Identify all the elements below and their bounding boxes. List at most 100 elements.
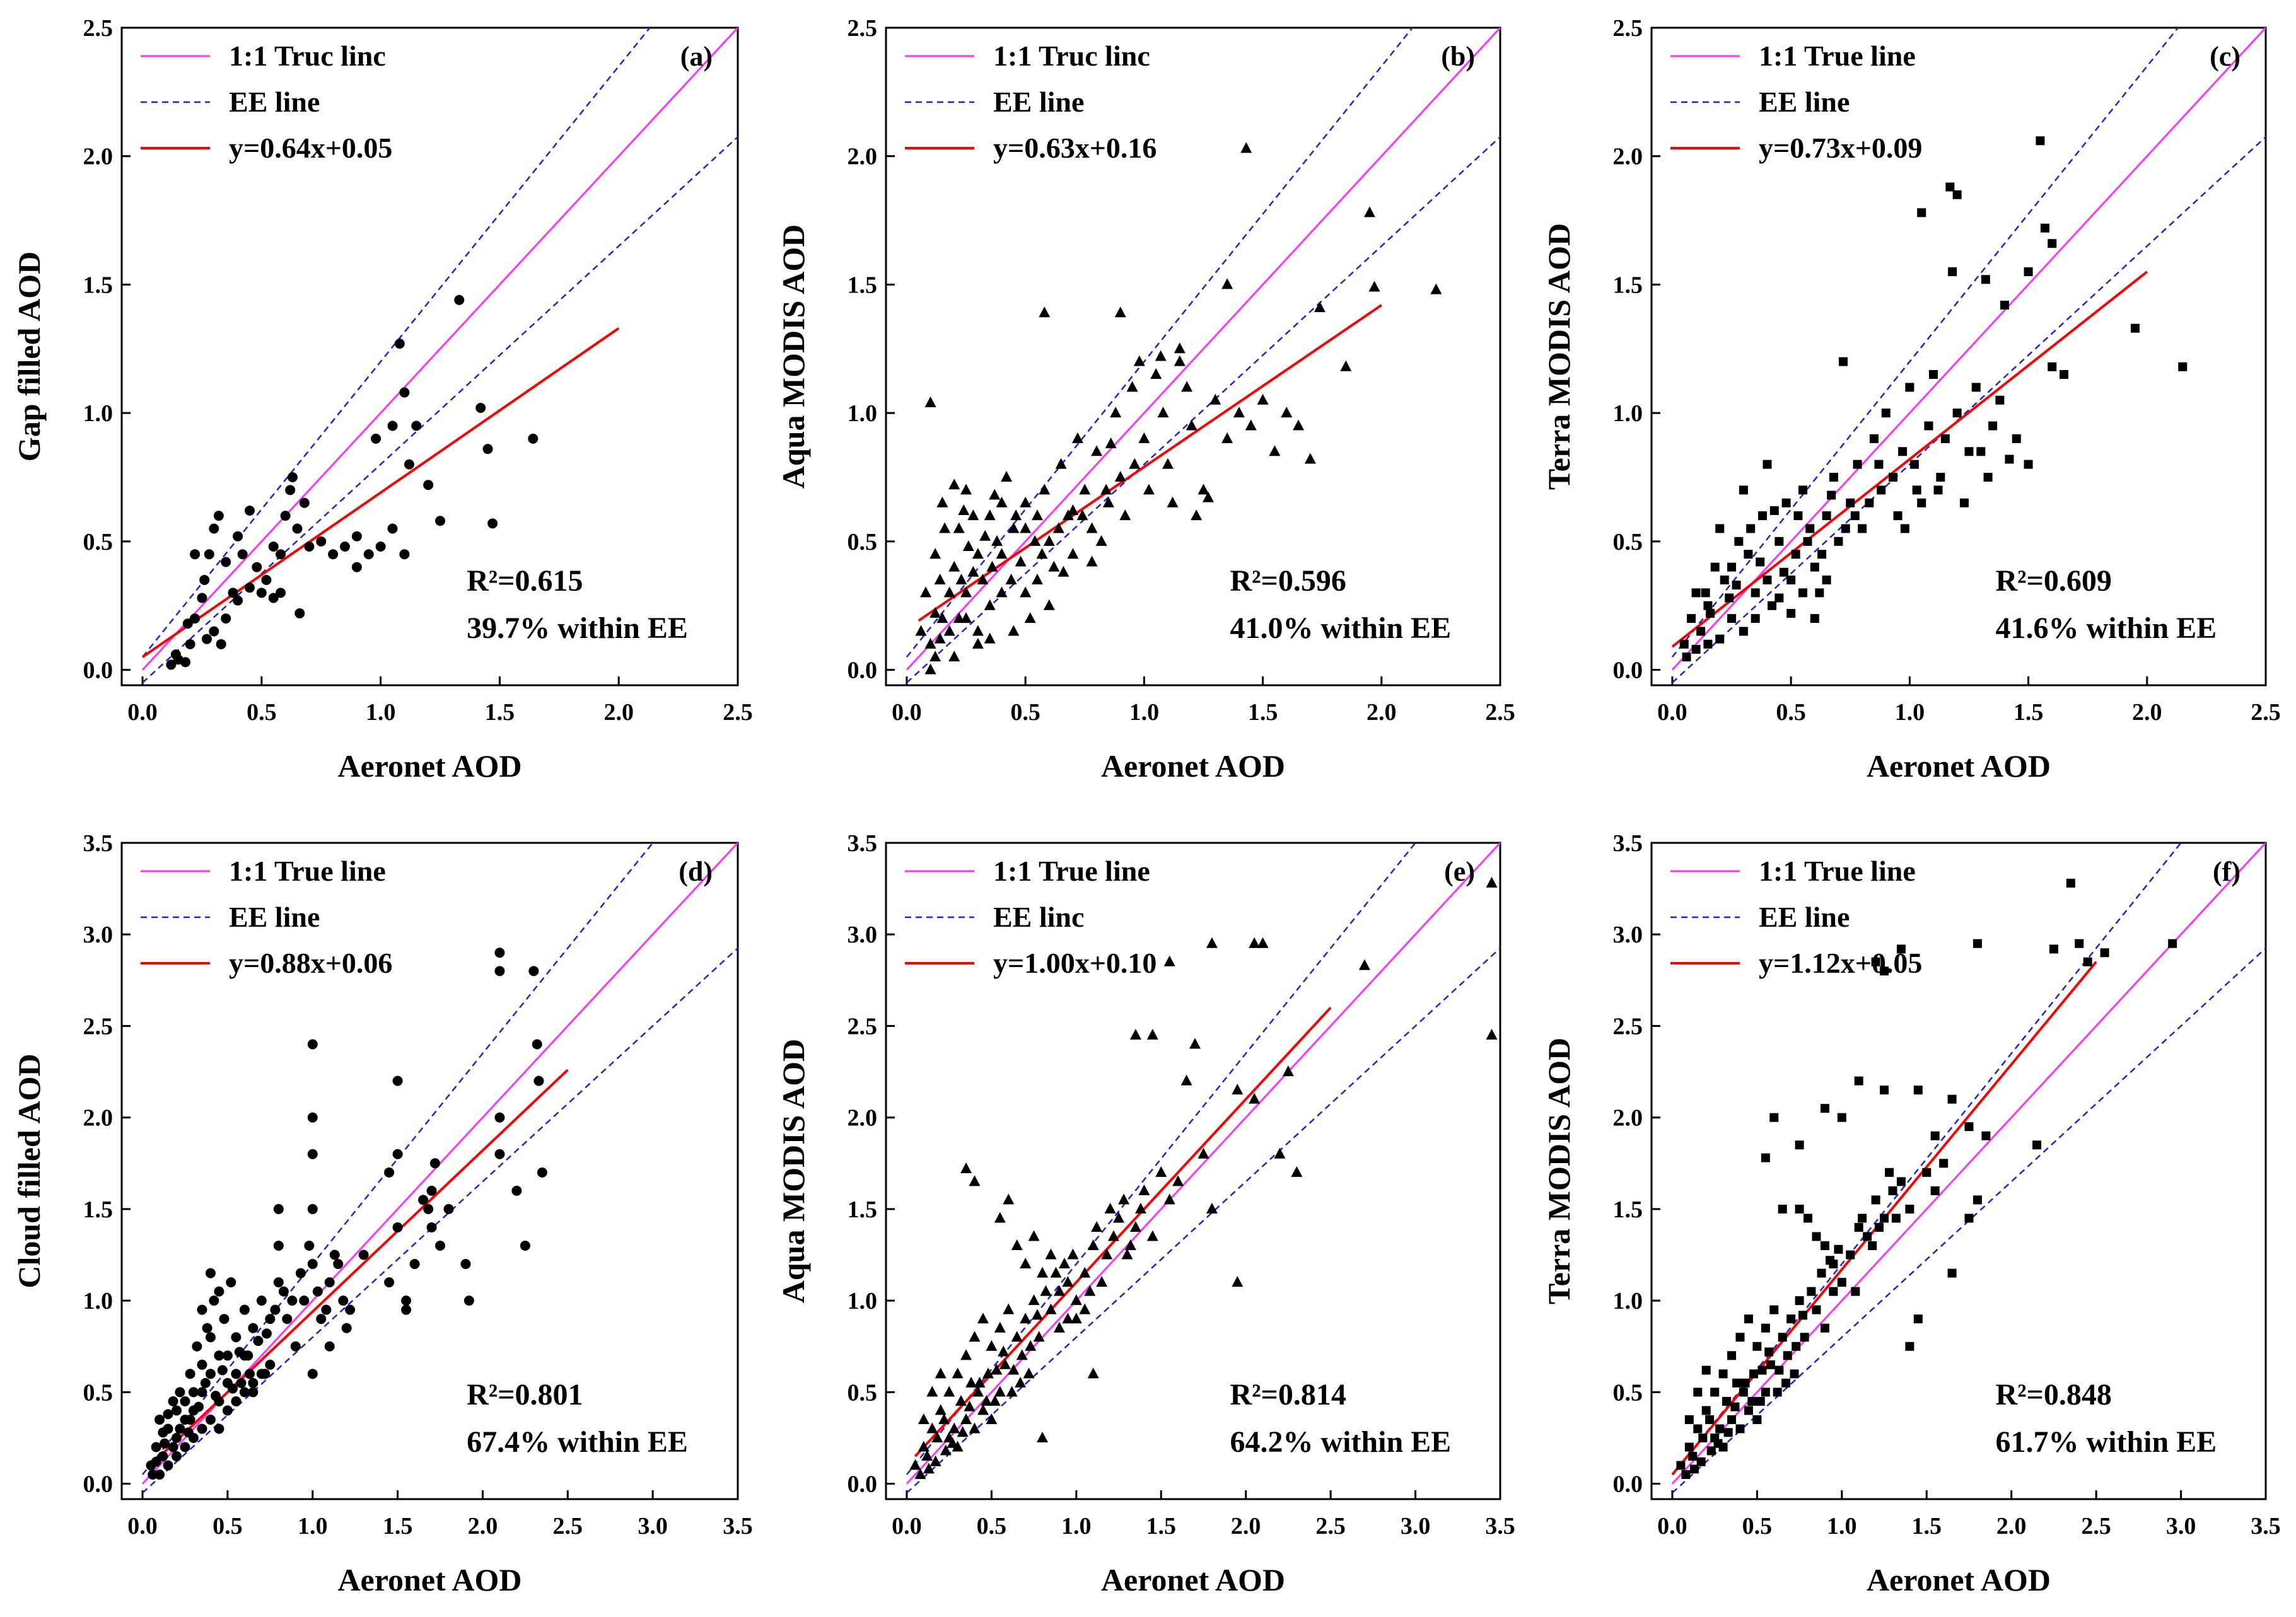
data-point: [1293, 419, 1305, 431]
data-point: [1138, 1184, 1150, 1195]
legend-entry: EE line: [229, 901, 320, 933]
data-point: [1715, 634, 1725, 644]
data-point: [996, 586, 1008, 598]
data-point: [972, 548, 984, 559]
one-to-one-line: [141, 843, 738, 1485]
data-point: [1891, 1214, 1901, 1223]
r-squared-label: R²=0.596: [1230, 564, 1346, 598]
data-point: [2168, 939, 2177, 948]
data-point: [915, 625, 927, 636]
data-point: [1885, 1168, 1894, 1177]
data-point: [977, 1313, 989, 1324]
data-point: [998, 1345, 1010, 1357]
data-point: [982, 1367, 994, 1379]
data-point: [363, 549, 374, 560]
data-point: [1820, 1104, 1829, 1113]
data-point: [1945, 182, 1955, 192]
data-point: [1795, 1140, 1804, 1150]
data-point: [528, 433, 539, 444]
data-point: [205, 1414, 216, 1425]
r-squared-label: R²=0.801: [467, 1378, 583, 1411]
x-tick-label: 1.0: [298, 1513, 328, 1539]
data-point: [265, 1314, 276, 1324]
one-to-one-line: [1671, 28, 2266, 671]
data-point: [1091, 1220, 1103, 1232]
data-point: [924, 396, 936, 407]
data-point: [239, 1387, 250, 1398]
data-point: [1043, 599, 1055, 610]
data-point: [1129, 458, 1141, 469]
data-point: [222, 1350, 233, 1361]
legend-entry: y=1.12x+0.05: [1759, 947, 1922, 979]
legend-entry: EE line: [993, 86, 1084, 118]
data-point: [192, 1341, 202, 1352]
data-point: [1786, 608, 1796, 618]
data-point: [1020, 586, 1032, 598]
fit-line: [1671, 270, 2148, 648]
data-point: [969, 1422, 981, 1434]
data-point: [228, 588, 238, 598]
y-tick-label: 0.5: [83, 529, 114, 555]
data-point: [197, 1359, 207, 1370]
data-point: [404, 459, 414, 470]
data-point: [989, 1394, 1001, 1406]
y-tick-label: 2.0: [848, 1105, 878, 1132]
y-tick-label: 0.5: [1613, 529, 1643, 555]
data-point: [1905, 1204, 1914, 1214]
data-point: [1048, 560, 1060, 572]
data-point: [929, 606, 941, 618]
x-tick-label: 2.5: [2251, 699, 2281, 726]
data-point: [2032, 1140, 2042, 1150]
data-point: [1868, 1241, 1877, 1251]
data-point: [2024, 460, 2033, 469]
data-point: [994, 1321, 1006, 1333]
data-point: [1155, 1166, 1167, 1177]
data-point: [375, 541, 386, 552]
data-point: [1917, 498, 1926, 507]
data-point: [1889, 472, 1898, 482]
y-tick-label: 2.0: [1613, 144, 1643, 170]
data-point: [986, 1340, 998, 1351]
y-tick-label: 3.0: [848, 922, 878, 948]
data-point: [1039, 484, 1051, 495]
x-axis-label: Aeronet AOD: [1101, 1562, 1285, 1597]
data-point: [205, 1268, 216, 1278]
data-point: [1880, 1214, 1889, 1223]
x-tick-label: 0.5: [213, 1513, 243, 1539]
data-point: [955, 573, 967, 584]
data-point: [287, 472, 298, 482]
data-point: [989, 489, 1001, 500]
data-point: [1803, 536, 1812, 546]
data-point: [221, 557, 231, 567]
data-point: [1817, 1268, 1826, 1278]
data-point: [974, 1376, 986, 1388]
legend-entry: EE linc: [993, 901, 1084, 933]
data-point: [290, 1341, 301, 1352]
data-point: [1028, 1294, 1040, 1306]
data-point: [1269, 445, 1281, 456]
data-point: [1076, 509, 1088, 521]
data-point: [938, 1413, 950, 1424]
data-point: [190, 549, 201, 560]
data-point: [996, 548, 1008, 559]
data-point: [532, 1039, 542, 1050]
data-point: [1486, 876, 1498, 888]
data-point: [1101, 1248, 1113, 1260]
data-point: [244, 1369, 255, 1379]
data-point: [1981, 275, 1990, 284]
data-point: [1841, 524, 1850, 533]
data-point: [1869, 434, 1879, 443]
data-point: [182, 618, 193, 629]
data-point: [197, 593, 207, 603]
y-tick-label: 1.0: [1613, 400, 1643, 427]
data-point: [1761, 1323, 1770, 1333]
data-point: [1795, 1204, 1804, 1214]
data-point: [977, 1404, 989, 1415]
data-point: [1039, 306, 1051, 318]
x-axis-label: Aeronet AOD: [1101, 748, 1285, 784]
data-point: [924, 663, 936, 675]
x-tick-label: 1.5: [1911, 1513, 1942, 1539]
data-point: [1858, 524, 1867, 533]
data-point: [252, 562, 262, 572]
